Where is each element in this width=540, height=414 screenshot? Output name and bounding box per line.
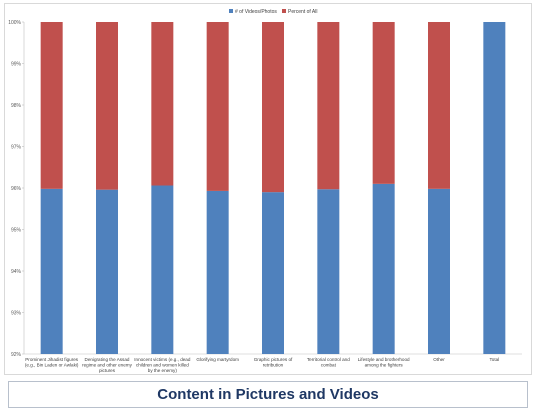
bar-segment-percent-of-all — [151, 22, 174, 186]
y-tick-label: 95% — [11, 227, 22, 233]
legend-label-1: Percent of All — [288, 9, 317, 15]
category-label: Denigrating the Assad — [85, 357, 130, 362]
bar-segment-videos-photos — [151, 185, 174, 354]
category-label: Other — [433, 357, 445, 362]
category-label: Innocent victims (e.g., dead — [134, 357, 191, 362]
bar-segment-percent-of-all — [372, 22, 395, 184]
y-tick-label: 97% — [11, 144, 22, 150]
category-label: Total — [489, 357, 499, 362]
legend: # of Videos/Photos Percent of All — [229, 9, 317, 15]
y-tick-label: 93% — [11, 310, 22, 316]
y-tick-label: 92% — [11, 352, 22, 358]
category-label: combat — [321, 363, 337, 368]
bar-segment-percent-of-all — [40, 22, 63, 189]
bar-segment-videos-photos — [96, 189, 118, 354]
bar-segment-videos-photos — [262, 192, 284, 354]
category-label: children and women killed — [136, 363, 189, 368]
bar-segment-percent-of-all — [317, 22, 340, 190]
category-label: among the fighters — [365, 363, 404, 368]
category-label: Lifestyle and brotherhood — [358, 357, 410, 362]
category-label: retribution — [263, 363, 284, 368]
category-label: Glorifying martyrdom — [196, 357, 239, 362]
bar-segment-videos-photos — [317, 189, 340, 354]
legend-swatch-1 — [282, 9, 286, 13]
bars — [40, 22, 506, 354]
bar-segment-videos-photos — [40, 188, 63, 354]
category-label: regime and other enemy — [82, 363, 132, 368]
bar-segment-videos-photos — [206, 190, 229, 354]
chart-title: Content in Pictures and Videos — [157, 386, 379, 403]
bar-segment-videos-photos — [483, 22, 506, 354]
y-tick-label: 98% — [11, 103, 22, 109]
y-tick-label: 96% — [11, 186, 22, 192]
legend-label-0: # of Videos/Photos — [235, 9, 277, 15]
category-label: Graphic pictures of — [254, 357, 293, 362]
bar-segment-percent-of-all — [428, 22, 450, 189]
category-label: by the enemy) — [148, 368, 178, 373]
y-tick-label: 100% — [8, 20, 21, 26]
bar-segment-videos-photos — [428, 188, 450, 354]
legend-swatch-0 — [229, 9, 233, 13]
category-label: Territorial control and — [307, 357, 350, 362]
title-banner: Content in Pictures and Videos — [8, 381, 528, 408]
y-tick-label: 94% — [11, 269, 22, 275]
category-label: (e.g., Bin Laden or Awlaki) — [25, 363, 79, 368]
bar-segment-percent-of-all — [206, 22, 229, 191]
bar-segment-percent-of-all — [96, 22, 118, 190]
bar-segment-videos-photos — [372, 183, 395, 354]
x-axis-labels: Prominent Jihadist figures(e.g., Bin Lad… — [25, 357, 499, 373]
category-label: Prominent Jihadist figures — [25, 357, 79, 362]
category-label: pictures — [99, 368, 116, 373]
y-tick-label: 99% — [11, 61, 22, 67]
bar-segment-percent-of-all — [262, 22, 284, 193]
